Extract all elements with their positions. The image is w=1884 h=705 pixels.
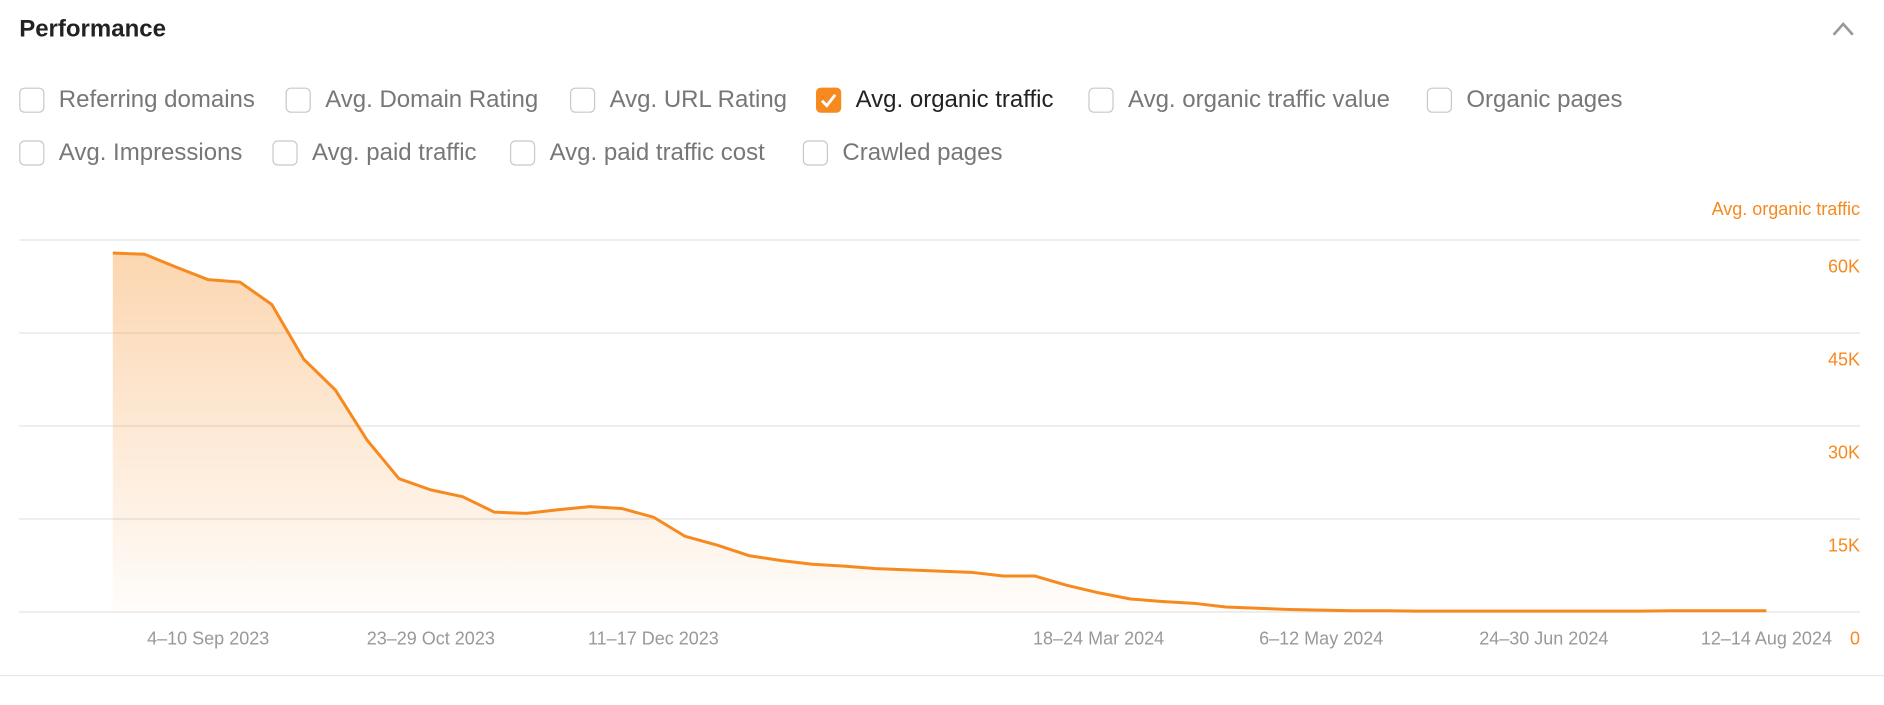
checkbox[interactable] xyxy=(19,140,45,166)
x-tick-label: 12–14 Aug 2024 xyxy=(1701,628,1832,648)
y-tick-label: 0 xyxy=(1850,628,1860,648)
x-tick-label: 23–29 Oct 2023 xyxy=(367,628,495,648)
traffic-line xyxy=(112,251,1767,613)
checkbox[interactable] xyxy=(802,140,828,166)
checkbox-label[interactable]: Avg. organic traffic xyxy=(856,86,1054,113)
y-tick-label: 15K xyxy=(1828,535,1860,555)
checkbox-label[interactable]: Avg. Domain Rating xyxy=(325,86,538,113)
checkbox-label[interactable]: Avg. URL Rating xyxy=(610,86,787,113)
y-axis-title: Avg. organic traffic xyxy=(1712,199,1860,219)
area-fill xyxy=(112,253,1767,613)
checkbox[interactable] xyxy=(1088,87,1114,113)
y-tick-label: 45K xyxy=(1828,349,1860,369)
x-tick-label: 4–10 Sep 2023 xyxy=(147,628,269,648)
checkbox-label[interactable]: Organic pages xyxy=(1466,86,1622,113)
x-tick-label: 6–12 May 2024 xyxy=(1259,628,1383,648)
x-tick-label: 11–17 Dec 2023 xyxy=(588,628,719,648)
y-tick-label: 30K xyxy=(1828,442,1860,462)
checkbox[interactable] xyxy=(272,140,298,166)
checkbox[interactable] xyxy=(19,87,45,113)
checkbox[interactable] xyxy=(510,140,536,166)
checkmark xyxy=(820,93,837,108)
checkbox-label[interactable]: Avg. paid traffic xyxy=(312,139,477,166)
checkbox[interactable] xyxy=(1426,87,1452,113)
x-tick-label: 24–30 Jun 2024 xyxy=(1479,628,1608,648)
panel-title: Performance xyxy=(19,15,166,42)
x-tick-label: 18–24 Mar 2024 xyxy=(1033,628,1164,648)
checkbox-label[interactable]: Crawled pages xyxy=(842,139,1002,166)
y-tick-label: 60K xyxy=(1828,256,1860,276)
checkbox-label[interactable]: Avg. paid traffic cost xyxy=(550,139,766,166)
checkbox[interactable] xyxy=(285,87,311,113)
checkbox-label[interactable]: Avg. Impressions xyxy=(59,139,243,166)
checkbox-label[interactable]: Avg. organic traffic value xyxy=(1128,86,1390,113)
collapse-button[interactable] xyxy=(1832,22,1854,36)
checkbox[interactable] xyxy=(570,87,596,113)
checkbox-label[interactable]: Referring domains xyxy=(59,86,255,113)
checkbox-checked[interactable] xyxy=(816,87,842,113)
